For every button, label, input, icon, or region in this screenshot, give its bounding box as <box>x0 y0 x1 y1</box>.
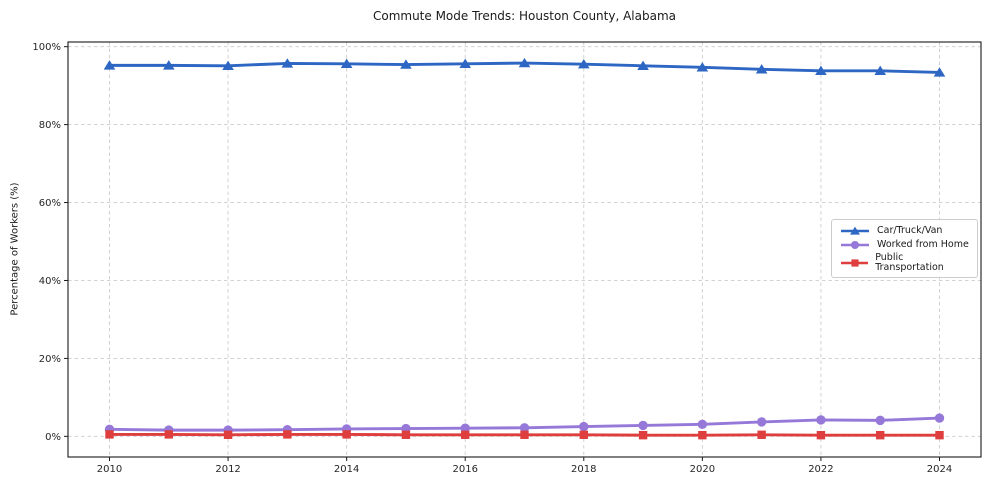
square-marker-icon <box>935 430 944 440</box>
legend: Car/Truck/Van Worked from Home Public Tran… <box>831 219 978 278</box>
square-marker-icon <box>164 430 173 439</box>
circle-marker-icon <box>519 423 530 433</box>
x-tick-label: 2024 <box>927 464 952 475</box>
y-tick-label: 100% <box>32 42 61 53</box>
circle-marker-icon <box>460 423 470 433</box>
triangle-marker-icon <box>755 64 768 74</box>
square-marker-icon <box>105 430 114 439</box>
square-marker-icon <box>342 430 351 439</box>
axes-border <box>67 41 982 458</box>
series-public-transportation <box>105 430 944 440</box>
square-marker-icon <box>757 430 766 439</box>
square-marker-icon <box>461 430 470 439</box>
triangle-marker-icon <box>459 58 472 69</box>
circle-marker-icon <box>875 415 885 426</box>
y-tick-label: 0% <box>45 432 61 443</box>
square-marker-icon <box>816 430 826 440</box>
circle-marker-icon <box>697 419 708 429</box>
square-marker-icon <box>698 430 707 440</box>
series-car-truck-van <box>103 57 946 77</box>
circle-marker-icon <box>934 413 945 423</box>
x-tick-label: 2014 <box>334 464 359 475</box>
legend-label: Worked from Home <box>877 239 969 251</box>
triangle-marker-icon <box>162 60 175 70</box>
legend-item-worked-from-home: Worked from Home <box>840 239 969 251</box>
square-marker-icon <box>520 430 529 439</box>
circle-marker-icon <box>816 415 826 425</box>
x-tick-label: 2020 <box>690 464 715 475</box>
triangle-marker-icon <box>400 59 412 69</box>
triangle-marker-icon <box>577 59 590 69</box>
square-marker-icon <box>876 430 885 440</box>
legend-item-car-truck-van: Car/Truck/Van <box>840 225 969 237</box>
x-tick-label: 2012 <box>215 464 240 475</box>
y-tick-label: 60% <box>39 198 61 209</box>
circle-marker-icon <box>579 421 589 432</box>
x-tick-label: 2010 <box>97 464 122 475</box>
square-marker-icon <box>851 258 859 267</box>
square-marker-icon <box>283 430 292 439</box>
triangle-marker-icon <box>222 60 234 70</box>
legend-label: Public Transportation <box>875 252 944 273</box>
triangle-marker-icon <box>340 58 353 69</box>
triangle-marker-icon <box>874 65 887 76</box>
triangle-marker-icon <box>518 57 531 68</box>
legend-label: Car/Truck/Van <box>877 225 943 237</box>
square-marker-icon <box>579 430 588 439</box>
x-tick-label: 2018 <box>571 464 596 475</box>
triangle-marker-icon <box>637 60 649 70</box>
square-marker-icon <box>638 430 648 440</box>
triangle-marker-icon <box>933 67 946 77</box>
triangle-marker-icon <box>815 65 827 76</box>
triangle-marker-icon <box>103 60 116 70</box>
square-marker-icon <box>223 430 233 439</box>
circle-marker-icon <box>638 420 648 431</box>
legend-item-public-transportation: Public Transportation <box>840 253 969 272</box>
legend-swatch <box>841 258 869 267</box>
triangle-marker-icon <box>850 226 860 235</box>
square-marker-icon <box>401 430 411 439</box>
y-tick-label: 80% <box>39 120 61 131</box>
triangle-marker-icon <box>281 58 294 68</box>
x-tick-label: 2022 <box>808 464 833 475</box>
chart-title: Commute Mode Trends: Houston County, Ala… <box>372 9 677 23</box>
x-tick-label: 2016 <box>452 464 477 475</box>
circle-marker-icon <box>756 417 767 427</box>
circle-marker-icon <box>851 241 859 249</box>
y-tick-label: 20% <box>39 354 61 365</box>
legend-swatch <box>841 226 869 235</box>
triangle-marker-icon <box>696 62 709 72</box>
legend-swatch <box>841 241 869 249</box>
y-tick-label: 40% <box>39 276 61 287</box>
